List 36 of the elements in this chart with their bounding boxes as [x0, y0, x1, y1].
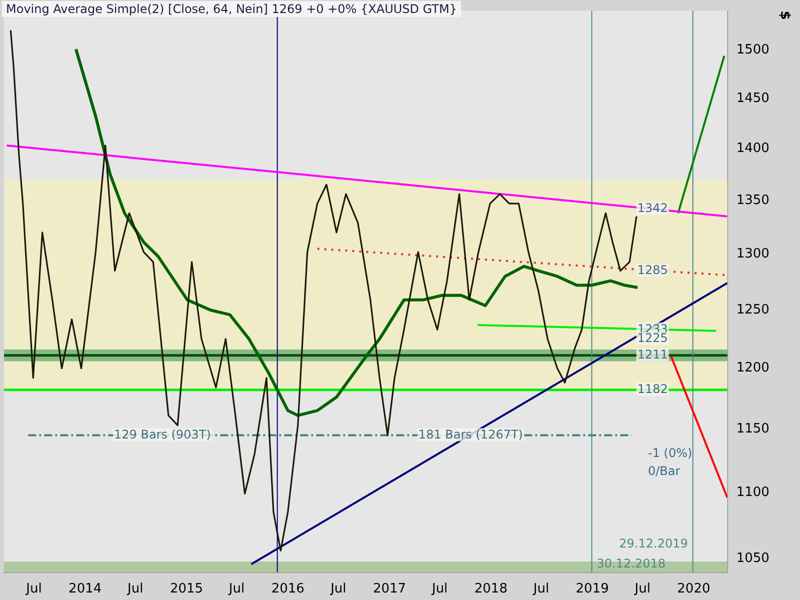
- annotation: 1211: [637, 347, 668, 362]
- x-tick-label: Jul: [532, 582, 550, 597]
- y-tick-label: 1450: [736, 90, 770, 106]
- x-tick-label: Jul: [634, 582, 650, 597]
- y-axis-title: $: [776, 10, 792, 20]
- y-tick-label: 1150: [736, 421, 770, 436]
- x-tick-label: 2018: [474, 582, 508, 597]
- ref-line-label: 29.12.2019: [619, 536, 688, 551]
- x-tick-label: 2016: [271, 582, 304, 597]
- x-tick-label: 2015: [170, 582, 204, 597]
- x-tick-label: 2019: [576, 582, 609, 597]
- y-tick-label: 1500: [736, 42, 770, 58]
- annotation: 0/Bar: [648, 464, 680, 478]
- y-tick-label: 1350: [736, 192, 770, 208]
- y-tick-label: 1050: [736, 551, 770, 566]
- y-tick-label: 1200: [736, 360, 770, 376]
- y-tick-label: 1250: [736, 302, 770, 318]
- x-tick-label: Jul: [126, 582, 144, 597]
- x-tick-label: Jul: [330, 582, 346, 597]
- x-tick-label: Jul: [430, 582, 448, 597]
- chart-title: Moving Average Simple(2) [Close, 64, Nein] 1269 +0 +0% {XAUUSD GTM}: [2, 1, 461, 17]
- annotation: -1 (0%): [648, 446, 692, 460]
- x-tick-label: 2017: [373, 582, 406, 597]
- annotation: 1342: [637, 201, 668, 216]
- y-tick-label: 1400: [736, 140, 770, 156]
- annotation: 1225: [637, 331, 668, 346]
- annotation: 129 Bars (903T): [114, 427, 211, 442]
- x-tick-label: 2020: [677, 582, 710, 597]
- annotation: 1182: [637, 382, 668, 396]
- x-tick-label: Jul: [25, 582, 42, 597]
- y-tick-label: 1100: [736, 484, 770, 500]
- x-tick-label: 2014: [68, 582, 102, 597]
- annotation: 181 Bars (1267T): [418, 427, 523, 442]
- x-tick-label: Jul: [228, 582, 245, 597]
- y-tick-label: 1300: [736, 246, 770, 262]
- annotation: 1285: [637, 262, 668, 277]
